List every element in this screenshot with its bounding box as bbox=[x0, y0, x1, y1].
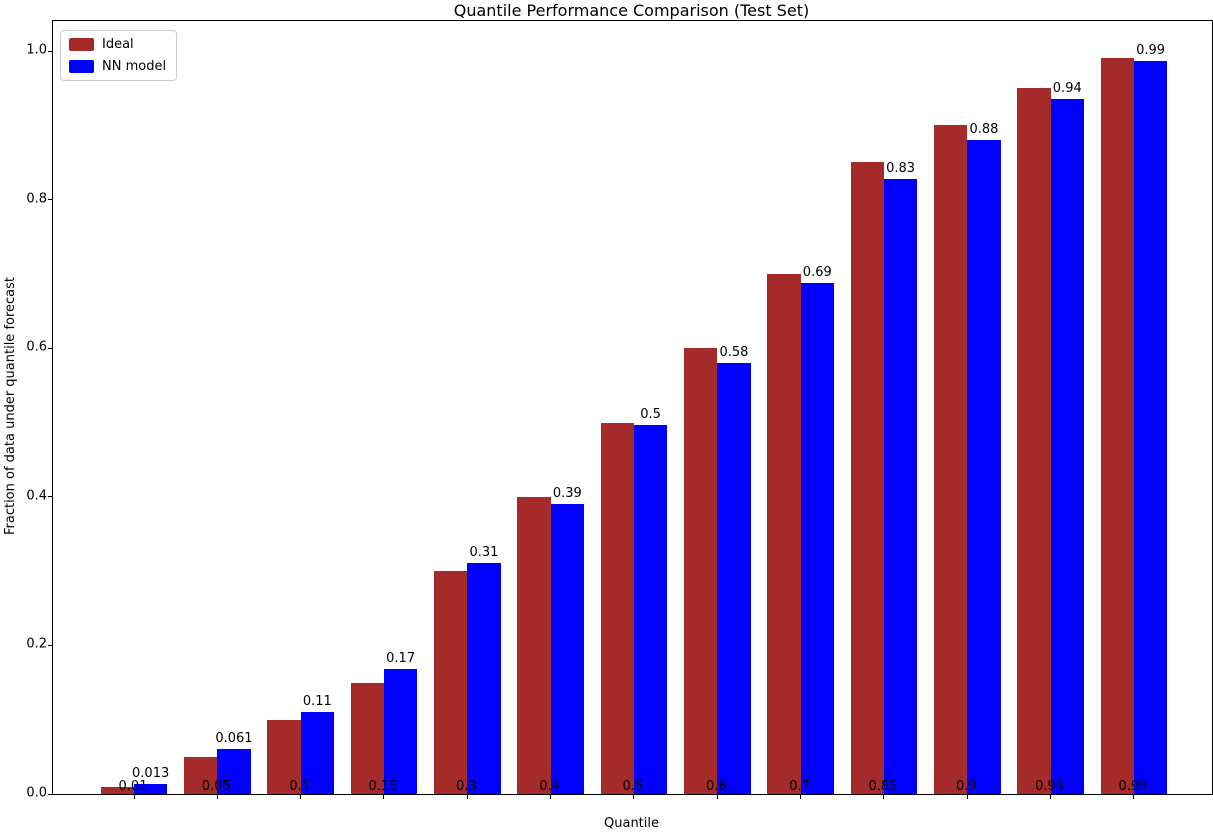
y-tick-label: 0.8 bbox=[26, 191, 47, 207]
x-tick-label: 0.15 bbox=[368, 779, 398, 794]
x-tick-label: 0.99 bbox=[1118, 779, 1148, 794]
x-axis-tick bbox=[133, 795, 135, 799]
bar-nn-model bbox=[550, 504, 584, 794]
bar-ideal bbox=[600, 422, 634, 794]
bar-nn-model bbox=[134, 784, 168, 794]
x-tick-label: 0.05 bbox=[201, 779, 231, 794]
legend-label-nn-model: NN model bbox=[102, 59, 167, 74]
plot-area: Ideal NN model 0.013 0.061 0.11 0.17 0.31 0.3… bbox=[48, 20, 1213, 799]
y-axis-label: Fraction of data under quantile forecast bbox=[3, 276, 18, 536]
bar-value-label: 0.69 bbox=[802, 264, 832, 280]
x-axis-tick bbox=[300, 795, 302, 799]
x-axis-tick bbox=[883, 795, 885, 799]
x-tick-label: 0.5 bbox=[622, 779, 644, 794]
bar-nn-model bbox=[967, 140, 1001, 794]
x-axis-tick bbox=[1133, 795, 1135, 799]
legend-item-ideal: Ideal bbox=[69, 37, 166, 52]
x-tick-label: 0.4 bbox=[539, 779, 560, 794]
y-axis-tick bbox=[48, 347, 52, 349]
x-tick-label: 0.3 bbox=[455, 779, 477, 794]
bar-value-label: 0.061 bbox=[215, 730, 253, 746]
bar-nn-model bbox=[717, 363, 751, 794]
legend-item-nn-model: NN model bbox=[69, 59, 166, 74]
x-tick-label: 0.85 bbox=[868, 779, 898, 794]
bar-ideal bbox=[684, 348, 718, 794]
bar-value-label: 0.5 bbox=[640, 406, 661, 422]
x-axis-tick bbox=[716, 795, 718, 799]
x-axis-tick bbox=[633, 795, 635, 799]
bar-nn-model bbox=[883, 178, 918, 794]
legend-swatch-nn-model-icon bbox=[69, 60, 94, 73]
bar-ideal bbox=[267, 719, 301, 794]
chart-title: Quantile Performance Comparison (Test Se… bbox=[453, 1, 810, 20]
y-tick-label: 1.0 bbox=[26, 42, 47, 58]
y-tick-label: 0.0 bbox=[26, 785, 47, 801]
bar-ideal bbox=[850, 162, 884, 794]
x-tick-label: 0.1 bbox=[289, 779, 310, 794]
bar-value-label: 0.88 bbox=[969, 122, 999, 138]
bar-nn-model bbox=[633, 424, 668, 794]
x-tick-label: 0.7 bbox=[789, 779, 810, 794]
y-axis-tick bbox=[48, 199, 52, 201]
bar-value-label: 0.17 bbox=[386, 651, 416, 667]
y-tick-label: 0.2 bbox=[26, 636, 47, 652]
bar-ideal bbox=[434, 571, 468, 794]
legend-label-ideal: Ideal bbox=[102, 37, 134, 52]
bar-value-label: 0.013 bbox=[132, 766, 170, 782]
bar-nn-model bbox=[800, 282, 834, 794]
x-tick-label: 0.9 bbox=[955, 779, 977, 794]
legend-swatch-ideal-icon bbox=[69, 38, 94, 51]
x-axis-tick bbox=[216, 795, 218, 799]
x-tick-label: 0.6 bbox=[705, 779, 727, 794]
bar-nn-model bbox=[467, 562, 501, 794]
bar-ideal bbox=[184, 756, 218, 794]
bar-ideal bbox=[934, 125, 968, 794]
bar-value-label: 0.99 bbox=[1136, 43, 1166, 59]
bar-value-label: 0.11 bbox=[302, 694, 332, 710]
bar-nn-model bbox=[1050, 98, 1084, 794]
bar-nn-model bbox=[383, 669, 418, 794]
x-axis-label: Quantile bbox=[604, 816, 659, 831]
bar-nn-model bbox=[1133, 61, 1168, 794]
bar-ideal bbox=[767, 273, 801, 794]
bar-value-label: 0.39 bbox=[552, 486, 582, 502]
bar-value-label: 0.58 bbox=[719, 345, 749, 361]
y-tick-label: 0.6 bbox=[26, 339, 47, 355]
y-axis-tick bbox=[48, 50, 52, 52]
y-axis-tick bbox=[48, 644, 52, 646]
bar-ideal bbox=[350, 682, 384, 794]
y-axis-tick bbox=[48, 793, 52, 795]
bar-nn-model bbox=[217, 748, 251, 794]
y-axis-tick bbox=[48, 496, 52, 498]
bar-value-label: 0.31 bbox=[469, 544, 499, 560]
bar-nn-model bbox=[300, 712, 334, 794]
x-axis-tick bbox=[550, 795, 552, 799]
x-axis-tick bbox=[466, 795, 468, 799]
x-axis-tick bbox=[966, 795, 968, 799]
legend: Ideal NN model bbox=[60, 30, 178, 81]
bar-ideal bbox=[1017, 88, 1051, 794]
bar-value-label: 0.83 bbox=[886, 160, 916, 176]
y-tick-label: 0.4 bbox=[26, 488, 47, 504]
x-axis-tick bbox=[383, 795, 385, 799]
x-axis-tick bbox=[800, 795, 802, 799]
bar-value-label: 0.94 bbox=[1052, 80, 1082, 96]
bar-ideal bbox=[517, 496, 551, 794]
bar-ideal bbox=[1100, 58, 1134, 794]
bar-ideal bbox=[100, 786, 134, 794]
x-tick-label: 0.01 bbox=[118, 779, 148, 794]
x-axis-tick bbox=[1050, 795, 1052, 799]
x-tick-label: 0.95 bbox=[1035, 779, 1065, 794]
